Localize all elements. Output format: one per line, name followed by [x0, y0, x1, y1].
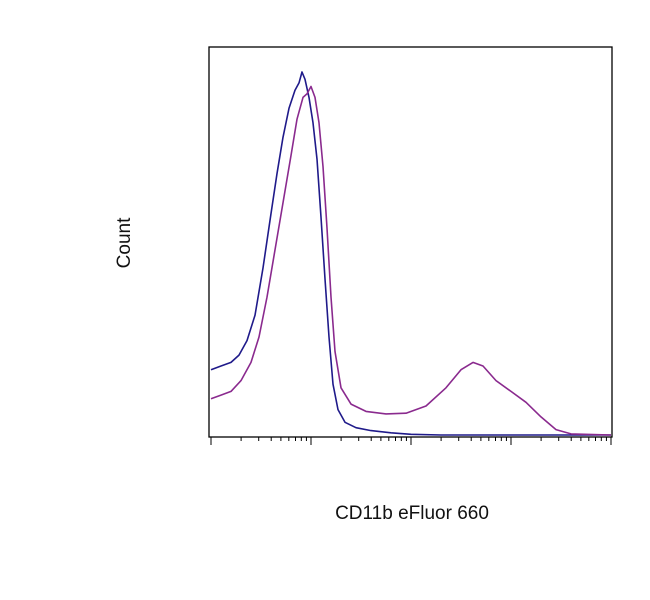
plot-frame — [208, 46, 613, 438]
x-axis-label: CD11b eFluor 660 — [335, 503, 489, 524]
series-1-line — [210, 71, 611, 436]
series-2-line — [210, 85, 612, 436]
series-layer — [210, 71, 612, 436]
x-axis-ticks — [210, 437, 612, 445]
y-axis-label: Count — [114, 217, 135, 268]
